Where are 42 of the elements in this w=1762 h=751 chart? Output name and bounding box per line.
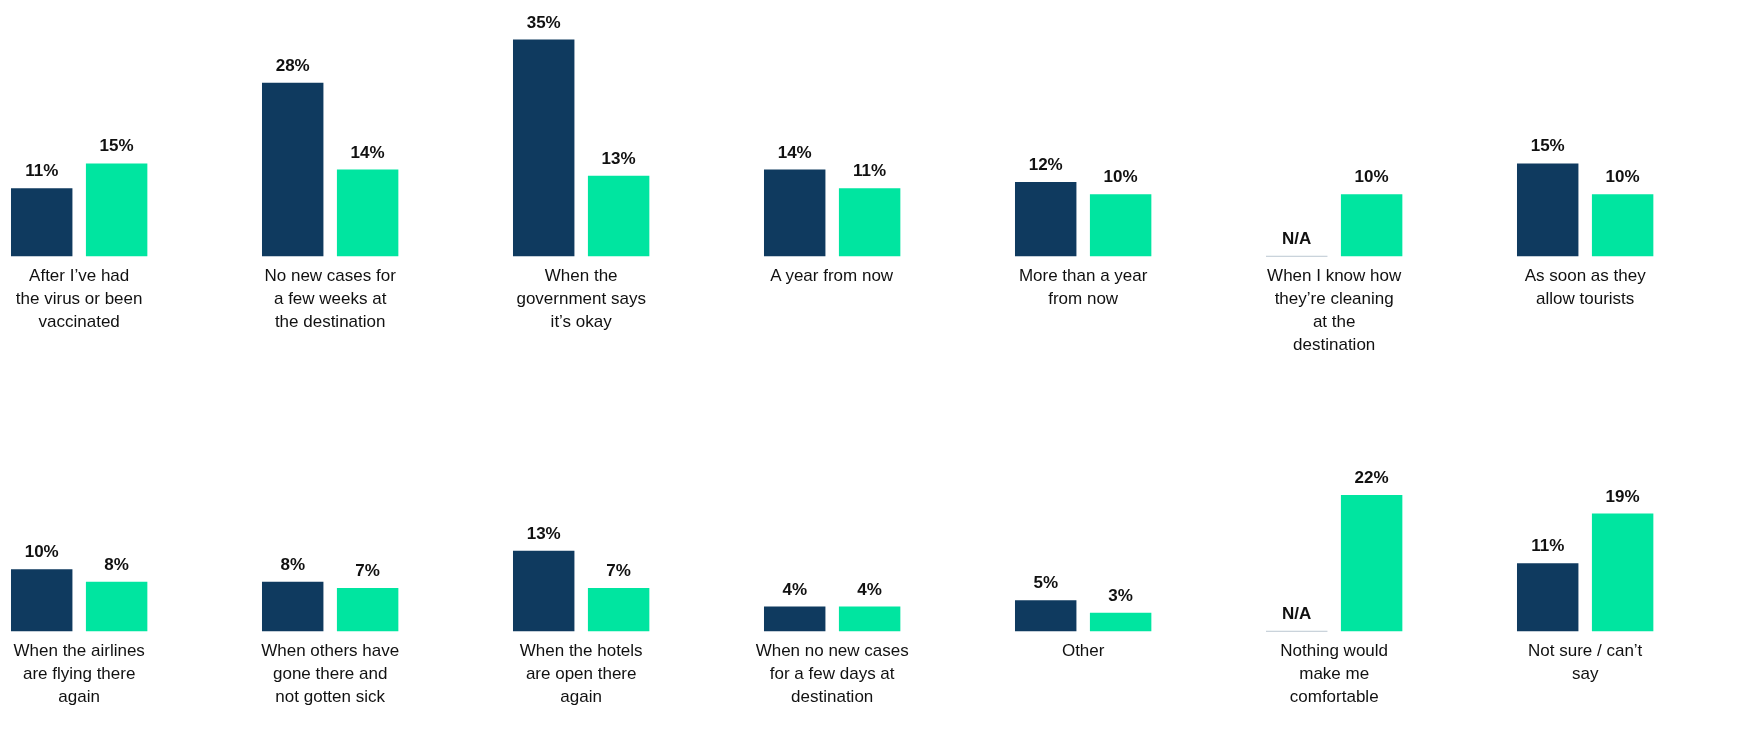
data-label: 10% (1605, 167, 1640, 187)
x-tick-label: A year from now (770, 266, 894, 286)
data-label: 10% (24, 542, 59, 562)
x-tick-label: When no new cases for a few days at destination (755, 641, 909, 707)
x-tick-label: After I’ve had the virus or been vaccinated (15, 266, 143, 332)
data-label: 11% (853, 161, 887, 181)
data-label: 3% (1108, 585, 1133, 605)
x-tick-label: As soon as they allow tourists (1524, 266, 1647, 309)
data-label: 13% (601, 148, 636, 168)
data-label: 5% (1033, 573, 1058, 593)
data-label: 13% (526, 523, 561, 543)
x-tick-label: When the government says it’s okay (516, 266, 646, 332)
data-label: 11% (1531, 536, 1565, 556)
data-label: 8% (104, 554, 129, 574)
data-label: 10% (1354, 167, 1389, 187)
data-label: 19% (1605, 486, 1640, 506)
x-tick-label: When I know how they’re cleaning at the destination (1267, 266, 1402, 355)
data-label: 12% (1028, 154, 1063, 174)
data-label: 10% (1103, 167, 1138, 187)
x-tick-label: Other (1061, 641, 1105, 661)
data-label: 4% (782, 579, 807, 599)
data-label: 35% (526, 12, 561, 32)
x-tick-label: When the hotels are open there again (519, 641, 643, 707)
x-tick-label: Not sure / can’t say (1528, 641, 1643, 684)
data-label: 11% (25, 161, 59, 181)
data-label: 14% (350, 142, 385, 162)
text: N/A (1282, 604, 1312, 624)
data-label: 7% (606, 560, 631, 580)
data-label: 15% (1530, 136, 1565, 156)
data-label: 8% (280, 554, 305, 574)
data-label: 28% (275, 55, 310, 75)
data-label: 22% (1354, 468, 1389, 488)
x-tick-label: When the airlines are flying there again (13, 641, 145, 707)
data-label: 4% (857, 579, 882, 599)
x-tick-label: No new cases for a few weeks at the destination (264, 266, 397, 332)
x-tick-label: More than a year from now (1018, 266, 1148, 309)
data-label: 14% (777, 142, 812, 162)
x-tick-label: When others have gone there and not gotten sick (261, 641, 400, 707)
text: N/A (1282, 229, 1312, 249)
x-tick-label: Nothing would make me comfortable (1280, 641, 1389, 707)
data-label: 7% (355, 560, 380, 580)
data-label: 15% (99, 136, 134, 156)
